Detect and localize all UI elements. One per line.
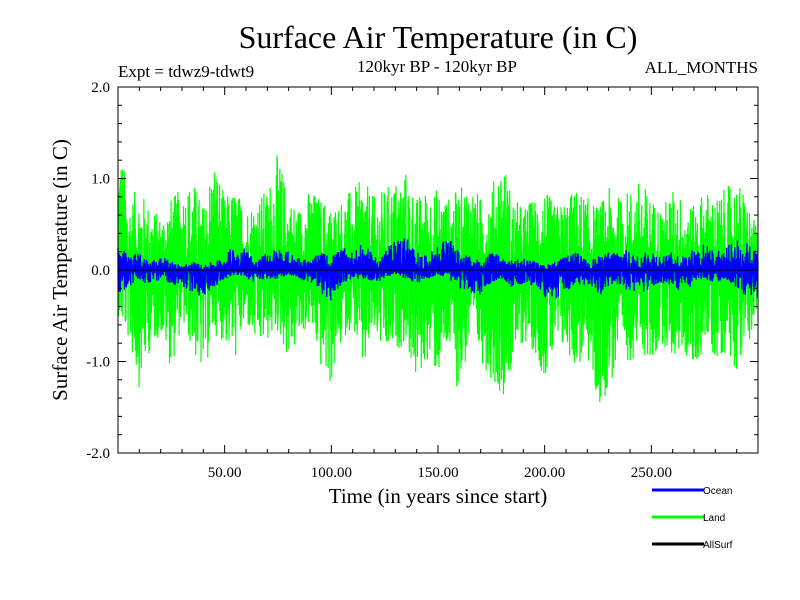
x-tick-label: 150.00 xyxy=(417,465,458,481)
x-tick-label: 250.00 xyxy=(631,465,672,481)
x-tick-label: 50.00 xyxy=(208,465,242,481)
experiment-label: Expt = tdwz9-tdwt9 xyxy=(118,62,254,81)
months-label: ALL_MONTHS xyxy=(645,58,758,77)
y-tick-label: 1.0 xyxy=(91,172,110,188)
x-tick-label: 100.00 xyxy=(311,465,352,481)
chart-title: Surface Air Temperature (in C) xyxy=(239,19,638,55)
y-tick-label: 2.0 xyxy=(91,80,110,96)
series-ocean-line xyxy=(117,238,759,301)
legend-label-land: Land xyxy=(703,513,725,524)
legend-label-allsurf: AllSurf xyxy=(703,540,733,551)
y-tick-label: -1.0 xyxy=(86,355,110,371)
y-tick-label: 0.0 xyxy=(91,263,110,279)
chart-subtitle: 120kyr BP - 120kyr BP xyxy=(357,57,517,76)
axes: -2.0 -1.0 0.0 1.0 2.0 50.00 100.00 150.00 200.00… xyxy=(86,80,758,481)
legend: Ocean Land AllSurf xyxy=(652,486,733,551)
x-axis-label: Time (in years since start) xyxy=(329,484,548,508)
legend-label-ocean: Ocean xyxy=(703,486,732,497)
plot-area xyxy=(117,155,759,402)
y-axis-label: Surface Air Temperature (in C) xyxy=(48,139,72,401)
y-tick-label: -2.0 xyxy=(86,446,110,462)
x-tick-label: 200.00 xyxy=(524,465,565,481)
